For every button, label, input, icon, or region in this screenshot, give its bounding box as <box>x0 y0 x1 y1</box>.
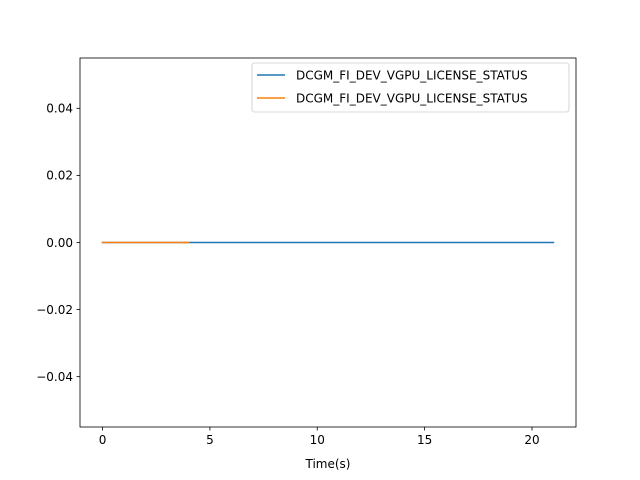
x-tick-label: 15 <box>417 433 432 447</box>
y-tick-label: 0.00 <box>46 236 73 250</box>
x-tick-label: 20 <box>524 433 539 447</box>
legend-box <box>251 62 570 113</box>
y-tick-label: 0.04 <box>46 102 73 116</box>
x-tick-label: 0 <box>99 433 107 447</box>
x-ticks: 0 5 10 15 20 <box>99 427 540 447</box>
y-tick-label: −0.02 <box>36 303 73 317</box>
legend-label-0: DCGM_FI_DEV_VGPU_LICENSE_STATUS <box>296 68 528 82</box>
x-tick-label: 5 <box>206 433 214 447</box>
y-tick-label: −0.04 <box>36 370 73 384</box>
y-tick-label: 0.02 <box>46 169 73 183</box>
x-axis-label: Time(s) <box>305 457 351 471</box>
y-ticks: −0.04 −0.02 0.00 0.02 0.04 <box>36 102 80 384</box>
legend: DCGM_FI_DEV_VGPU_LICENSE_STATUS DCGM_FI_D… <box>251 62 570 113</box>
x-tick-label: 10 <box>310 433 325 447</box>
legend-label-1: DCGM_FI_DEV_VGPU_LICENSE_STATUS <box>296 91 528 105</box>
